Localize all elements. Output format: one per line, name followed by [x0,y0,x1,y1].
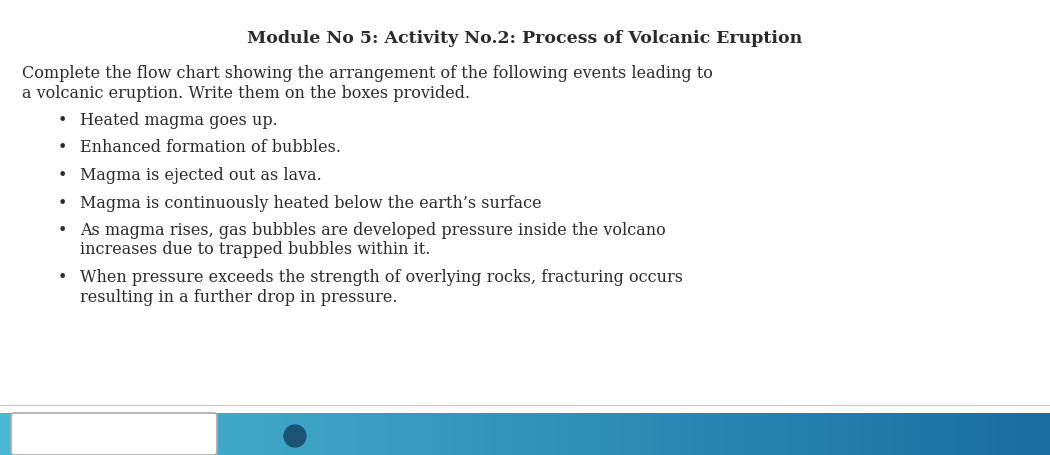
Text: When pressure exceeds the strength of overlying rocks, fracturing occurs: When pressure exceeds the strength of ov… [80,269,682,286]
Text: •: • [58,194,67,212]
Text: increases due to trapped bubbles within it.: increases due to trapped bubbles within … [80,242,430,258]
FancyBboxPatch shape [10,413,217,455]
Text: resulting in a further drop in pressure.: resulting in a further drop in pressure. [80,288,398,305]
Text: a volcanic eruption. Write them on the boxes provided.: a volcanic eruption. Write them on the b… [22,85,470,102]
Text: Magma is continuously heated below the earth’s surface: Magma is continuously heated below the e… [80,194,542,212]
Text: Enhanced formation of bubbles.: Enhanced formation of bubbles. [80,140,341,157]
Text: •: • [58,140,67,157]
Text: •: • [58,269,67,286]
Text: Complete the flow chart showing the arrangement of the following events leading : Complete the flow chart showing the arra… [22,65,713,82]
Text: •: • [58,167,67,184]
Text: Heated magma goes up.: Heated magma goes up. [80,112,278,129]
Text: •: • [58,222,67,239]
Text: As magma rises, gas bubbles are developed pressure inside the volcano: As magma rises, gas bubbles are develope… [80,222,666,239]
Circle shape [284,425,306,447]
Text: Module No 5: Activity No.2: Process of Volcanic Eruption: Module No 5: Activity No.2: Process of V… [248,30,802,47]
Text: •: • [58,112,67,129]
Text: Magma is ejected out as lava.: Magma is ejected out as lava. [80,167,321,184]
